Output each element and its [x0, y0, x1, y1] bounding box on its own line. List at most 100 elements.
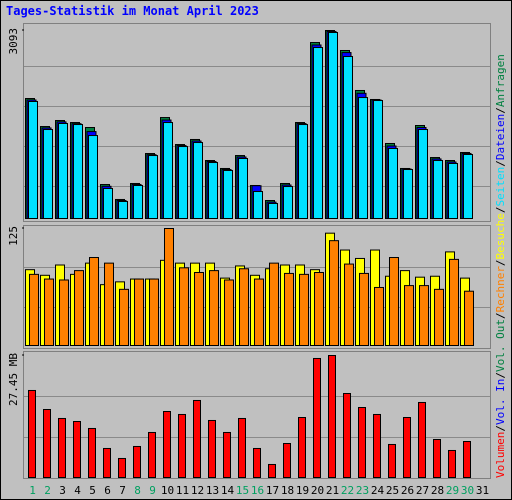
bar [193, 399, 201, 479]
x-tick-label: 23 [356, 484, 369, 497]
bar [208, 162, 218, 219]
x-tick-label: 20 [311, 484, 324, 497]
bar [433, 160, 443, 219]
bar [163, 122, 173, 219]
legend-entry: Volumen [494, 432, 507, 478]
bar [359, 272, 369, 347]
bar [104, 262, 114, 346]
bar [284, 272, 294, 347]
bar [118, 457, 126, 479]
x-tick-label: 4 [74, 484, 81, 497]
bar [253, 447, 261, 479]
bar [209, 270, 219, 346]
bar [283, 186, 293, 220]
x-tick-label: 29 [446, 484, 459, 497]
bar [419, 285, 429, 347]
bar [418, 401, 426, 479]
bar [178, 413, 186, 479]
legend-entry: Anfragen [494, 54, 507, 107]
bar [58, 122, 68, 219]
x-tick-label: 1 [29, 484, 36, 497]
bar [133, 445, 141, 479]
y-tick-label: 125 [7, 226, 20, 246]
bar [179, 267, 189, 347]
bar [374, 286, 384, 346]
bar [343, 393, 351, 478]
bar [58, 417, 66, 479]
legend-separator: / [494, 425, 507, 432]
x-tick-label: 13 [206, 484, 219, 497]
bar [448, 449, 456, 479]
x-tick-label: 24 [371, 484, 385, 497]
x-tick-label: 31 [476, 484, 489, 497]
bar [74, 270, 84, 346]
bar [73, 124, 83, 219]
bar [28, 389, 36, 479]
bar [313, 47, 323, 219]
bar [59, 279, 69, 347]
x-tick-label: 11 [176, 484, 189, 497]
legend-entry: Dateien [494, 114, 507, 160]
bar [403, 417, 411, 478]
bar [449, 258, 459, 346]
bar [433, 439, 441, 478]
x-tick-label: 10 [161, 484, 174, 497]
bar [388, 147, 398, 220]
x-tick-label: 7 [119, 484, 126, 497]
legend: Volumen/Vol. In/Vol. Out/Rechner/Besuche… [494, 54, 507, 478]
bar [388, 443, 396, 479]
legend-separator: / [494, 259, 507, 266]
bar [403, 169, 413, 219]
bar [89, 257, 99, 346]
bar [434, 288, 444, 346]
bar [73, 421, 81, 478]
bar [134, 278, 144, 347]
y-tick-label: 27.45 MB [7, 353, 20, 406]
x-tick-label: 3 [59, 484, 66, 497]
bar [149, 278, 159, 347]
bar [224, 279, 234, 347]
bar [298, 417, 306, 478]
bar [448, 162, 458, 219]
bar [28, 100, 38, 219]
x-tick-label: 9 [149, 484, 156, 497]
bar [238, 158, 248, 220]
bar [238, 417, 246, 479]
bar [223, 431, 231, 479]
x-tick-label: 18 [281, 484, 294, 497]
x-tick-label: 5 [89, 484, 96, 497]
bar [119, 288, 129, 346]
bar [298, 124, 308, 219]
bar [464, 290, 474, 347]
bar [418, 129, 428, 219]
bar [373, 100, 383, 219]
bar [314, 271, 324, 347]
y-tick-label: 3093 [7, 28, 20, 55]
bar [254, 278, 264, 347]
bar [43, 409, 51, 478]
legend-separator: / [494, 160, 507, 167]
bar [239, 268, 249, 346]
legend-entry: Besuche [494, 213, 507, 259]
legend-entry: Seiten [494, 167, 507, 207]
bar [178, 146, 188, 220]
x-tick-label: 16 [251, 484, 264, 497]
legend-entry: Vol. In [494, 379, 507, 425]
bar [328, 355, 336, 478]
bar [313, 357, 321, 479]
x-tick-label: 30 [461, 484, 474, 497]
legend-entry: Rechner [494, 266, 507, 313]
bar [103, 447, 111, 479]
legend-separator: / [494, 372, 507, 379]
x-tick-label: 15 [236, 484, 249, 497]
chart-title: Tages-Statistik im Monat April 2023 [6, 4, 259, 18]
bar [463, 441, 471, 478]
bar [343, 56, 353, 219]
bar [223, 169, 233, 219]
bar [43, 129, 53, 219]
x-tick-label: 2 [44, 484, 51, 497]
bar [373, 413, 381, 479]
bar [268, 202, 278, 219]
